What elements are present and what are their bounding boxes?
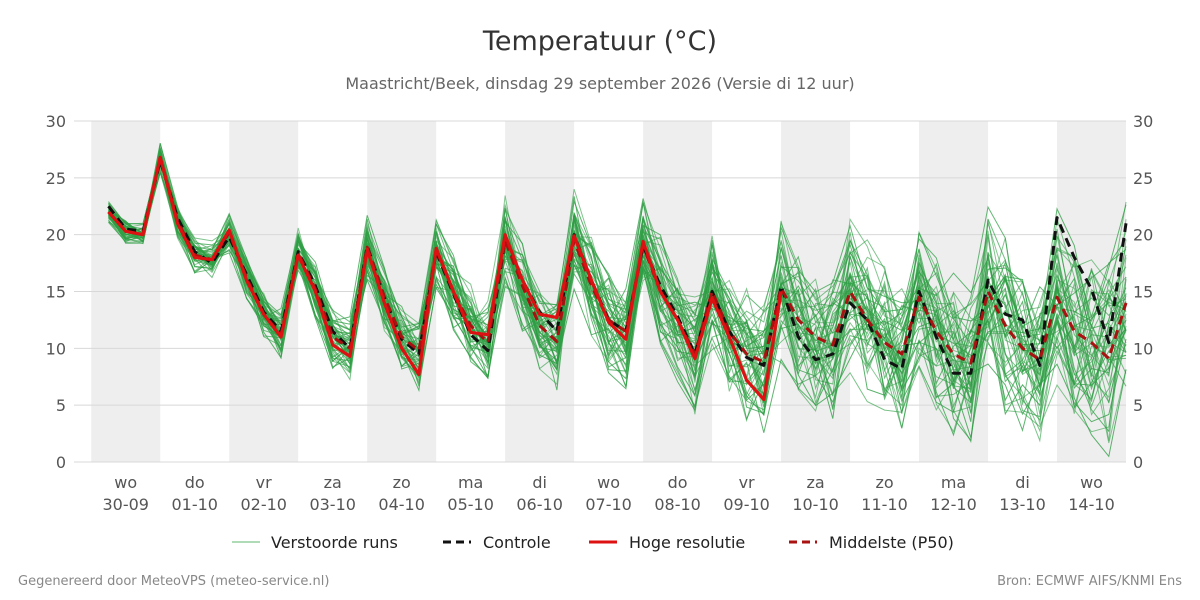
ensemble-member-line	[108, 154, 1127, 416]
y-tick-label-right: 25	[1133, 169, 1153, 188]
y-tick-label-right: 10	[1133, 339, 1153, 358]
y-tick-label-right: 0	[1133, 453, 1143, 472]
y-tick-labels: 0 0 5 5 10 10 15 15 20 20 25 25 30 30	[46, 112, 1154, 472]
y-tick-label-right: 30	[1133, 112, 1153, 131]
x-tick-day: wo	[1080, 473, 1103, 492]
main-series-lines	[107, 155, 1128, 402]
series-line-controle	[107, 159, 1128, 375]
footer-generator: Gegenereerd door MeteoVPS (meteo-service…	[18, 574, 329, 589]
ensemble-member-line	[108, 148, 1127, 377]
x-tick-day: wo	[597, 473, 620, 492]
x-tick-date: 01-10	[171, 495, 218, 514]
y-tick-label-right: 20	[1133, 226, 1153, 245]
y-tick-label-left: 5	[56, 396, 66, 415]
x-tick-day: ma	[458, 473, 483, 492]
x-tick-date: 12-10	[930, 495, 977, 514]
x-tick-day: za	[324, 473, 342, 492]
ensemble-member-line	[108, 153, 1127, 358]
legend-label: Middelste (P50)	[829, 533, 954, 552]
x-tick-day: za	[806, 473, 824, 492]
x-tick-date: 02-10	[240, 495, 287, 514]
y-tick-label-right: 5	[1133, 396, 1143, 415]
legend-label: Verstoorde runs	[271, 533, 398, 552]
x-tick-day: wo	[114, 473, 137, 492]
y-tick-label-left: 15	[46, 283, 66, 302]
x-tick-date: 10-10	[792, 495, 839, 514]
chart-title: Temperatuur (°C)	[482, 26, 717, 57]
x-tick-day: zo	[875, 473, 893, 492]
x-tick-day: vr	[256, 473, 272, 492]
ensemble-lines	[108, 142, 1127, 458]
x-tick-date: 09-10	[723, 495, 770, 514]
x-tick-date: 13-10	[999, 495, 1046, 514]
x-tick-date: 05-10	[447, 495, 494, 514]
legend: Verstoorde runs Controle Hoge resolutie Mid…	[232, 533, 954, 552]
x-tick-date: 14-10	[1068, 495, 1115, 514]
x-tick-day: di	[1015, 473, 1030, 492]
ensemble-member-line	[108, 142, 1127, 355]
ensemble-member-line	[108, 161, 1127, 441]
chart-subtitle: Maastricht/Beek, dinsdag 29 september 20…	[345, 74, 854, 93]
ensemble-member-line	[108, 153, 1127, 376]
x-tick-date: 30-09	[102, 495, 149, 514]
x-tick-date: 11-10	[861, 495, 908, 514]
ensemble-member-line	[108, 160, 1127, 458]
x-tick-day: zo	[393, 473, 411, 492]
x-tick-day: di	[532, 473, 547, 492]
x-tick-day: do	[185, 473, 205, 492]
x-tick-day: ma	[941, 473, 966, 492]
x-tick-date: 06-10	[516, 495, 563, 514]
ensemble-member-line	[108, 158, 1127, 399]
ensemble-member-line	[108, 159, 1127, 371]
ensemble-member-line	[108, 171, 1127, 414]
y-tick-label-left: 0	[56, 453, 66, 472]
y-tick-label-left: 10	[46, 339, 66, 358]
legend-label: Hoge resolutie	[629, 533, 745, 552]
footer-source: Bron: ECMWF AIFS/KNMI Ens	[997, 574, 1182, 589]
series-line-hoge-resolutie	[107, 155, 783, 402]
x-tick-day: do	[668, 473, 688, 492]
y-tick-label-right: 15	[1133, 283, 1153, 302]
y-tick-label-left: 30	[46, 112, 66, 131]
x-tick-day: vr	[739, 473, 755, 492]
ensemble-member-line	[108, 170, 1127, 408]
legend-label: Controle	[483, 533, 551, 552]
x-tick-date: 07-10	[585, 495, 632, 514]
y-tick-label-left: 20	[46, 226, 66, 245]
x-tick-date: 03-10	[309, 495, 356, 514]
y-tick-label-left: 25	[46, 169, 66, 188]
x-tick-date: 04-10	[378, 495, 425, 514]
x-tick-date: 08-10	[654, 495, 701, 514]
x-tick-labels: wo 30-09 do 01-10 vr 02-10 za 03-10 zo 04-10 ma 05-…	[102, 473, 1114, 514]
